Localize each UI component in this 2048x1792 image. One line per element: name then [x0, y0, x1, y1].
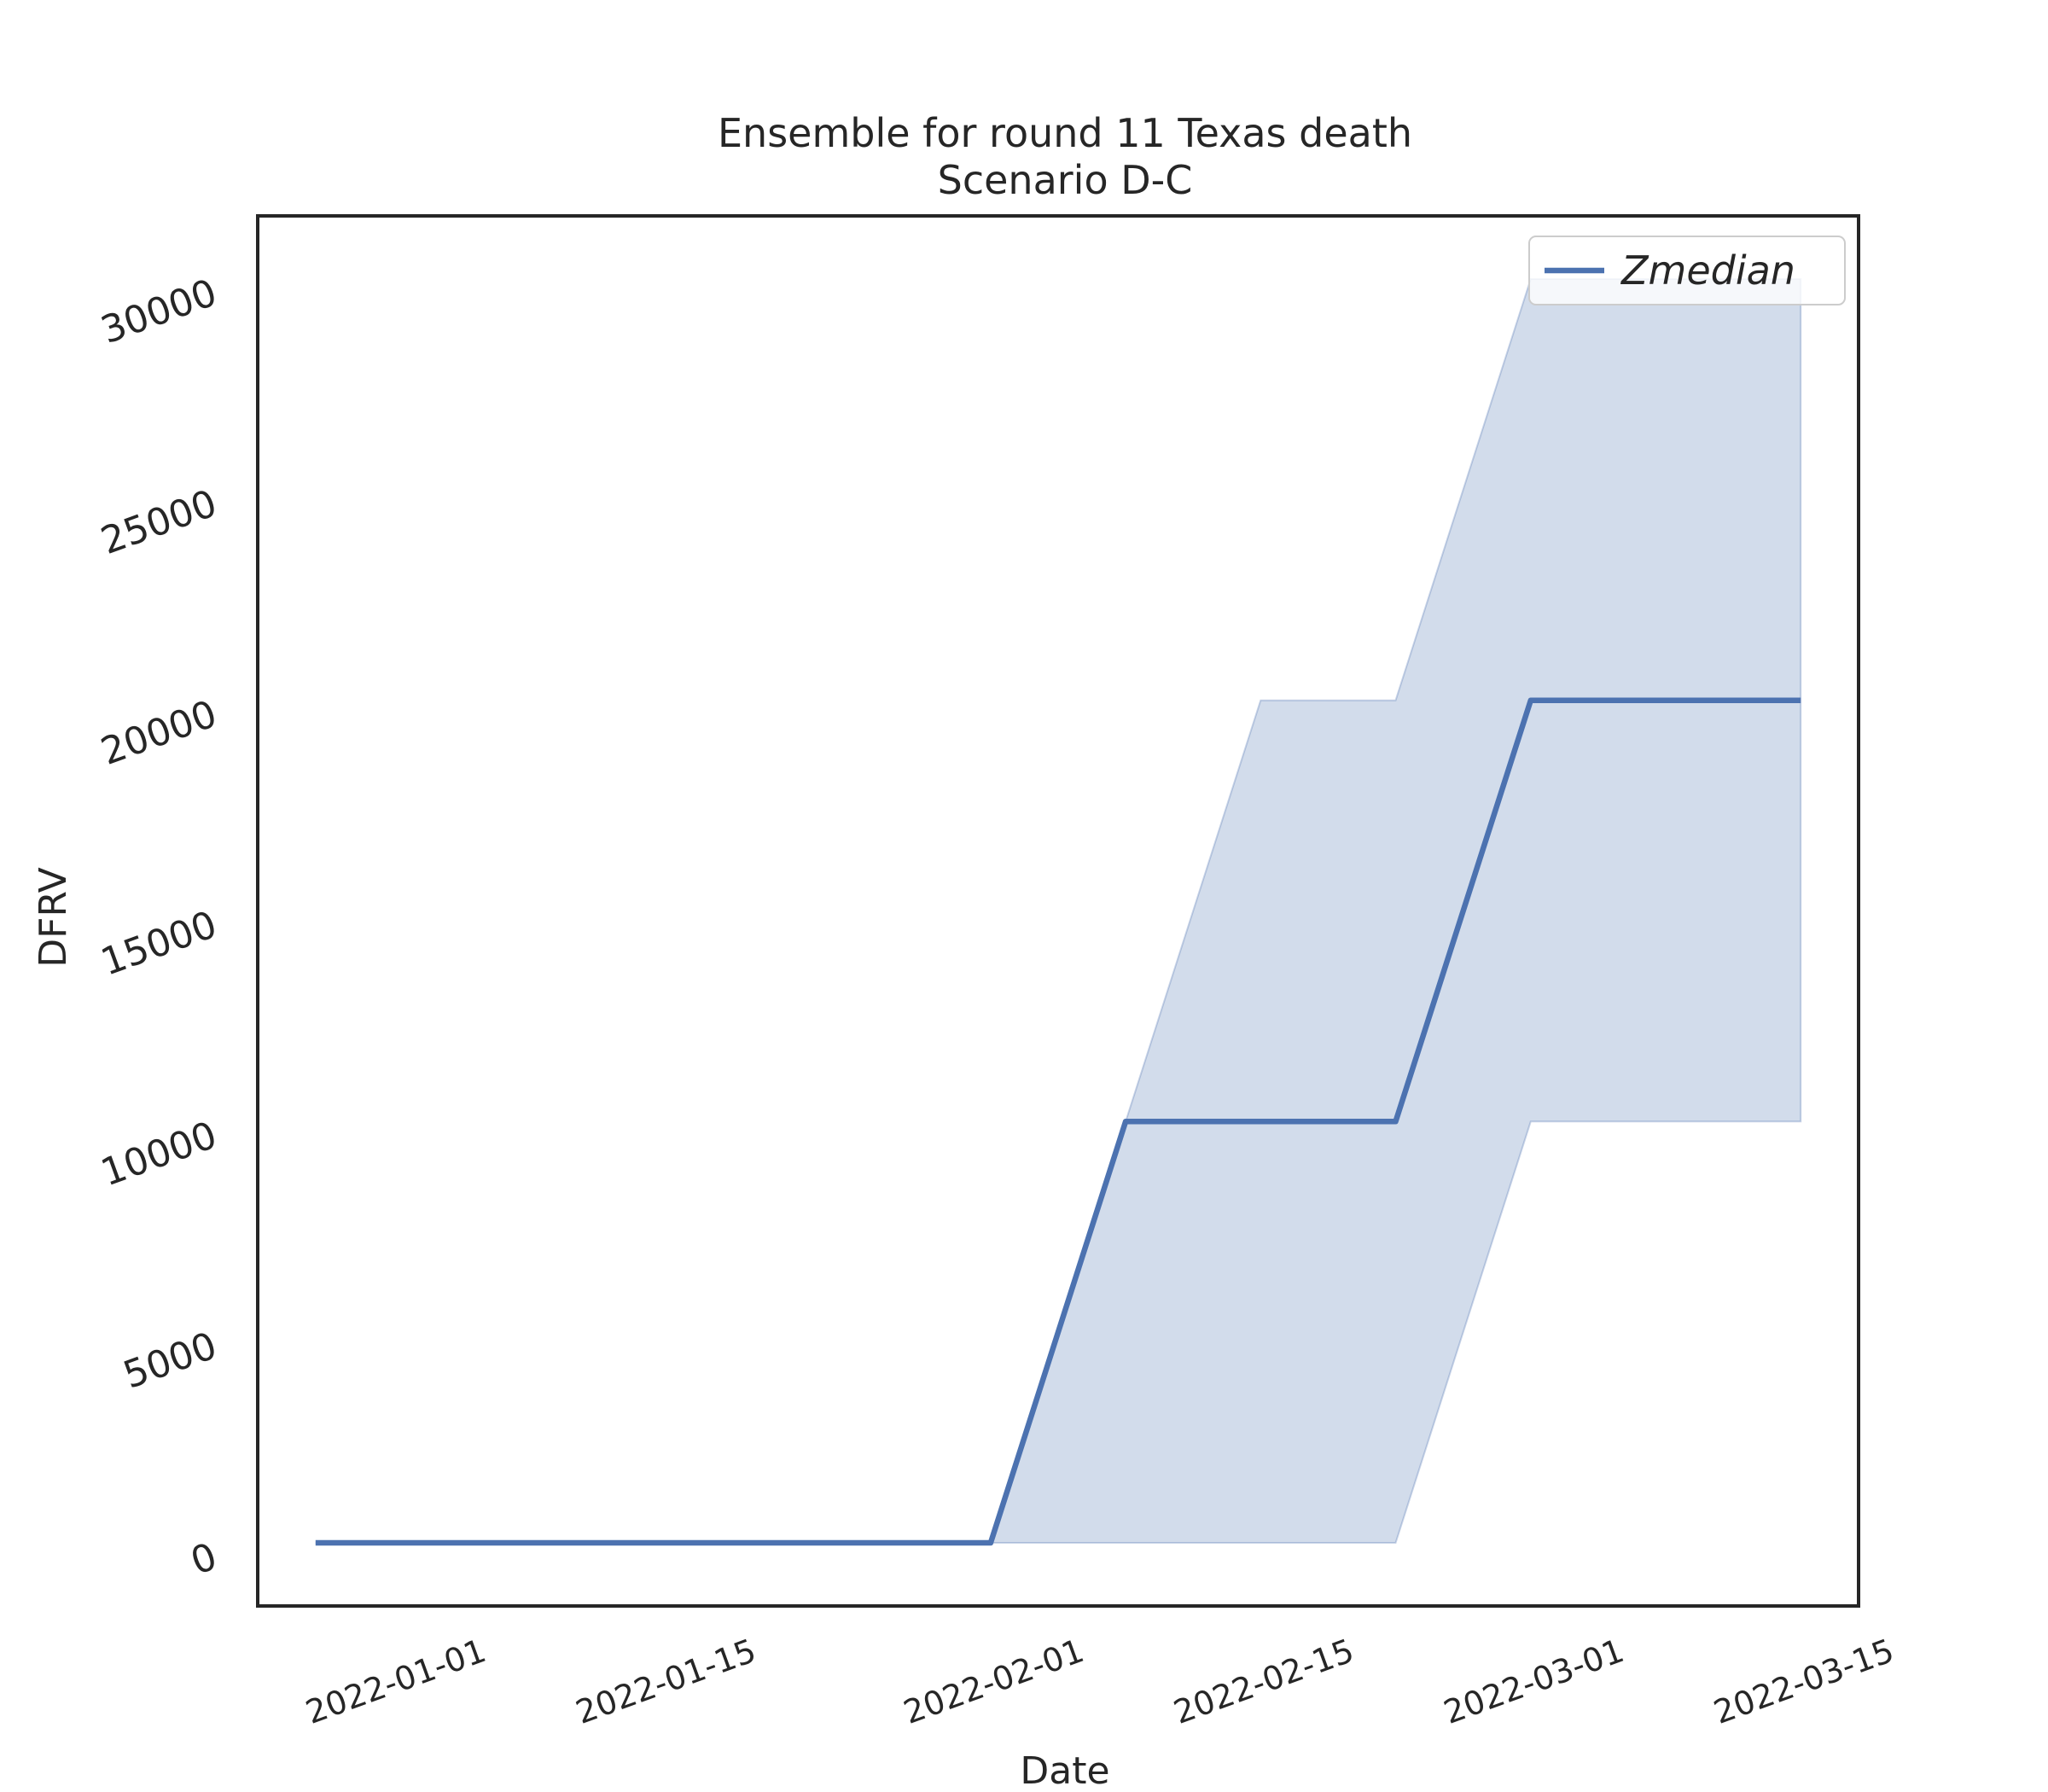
x-tick-label: 2022-02-01	[899, 1632, 1089, 1731]
plot-frame	[256, 214, 1860, 1608]
x-tick-label: 2022-01-15	[571, 1632, 761, 1731]
y-tick-label: 30000	[96, 271, 223, 352]
legend-entry-label: Zmedian	[1620, 247, 1795, 294]
y-tick-label: 20000	[96, 692, 223, 774]
chart-subtitle: Scenario D-C	[938, 157, 1193, 203]
x-tick-label: 2022-03-01	[1439, 1632, 1629, 1731]
y-tick-label: 0	[185, 1534, 223, 1584]
legend-box	[1528, 236, 1846, 305]
x-tick-label: 2022-01-01	[301, 1632, 492, 1731]
x-axis: 2022-01-01 2022-01-15 2022-02-01 2022-02-15…	[301, 1632, 1900, 1731]
y-tick-label: 15000	[96, 903, 223, 985]
x-axis-label: Date	[1020, 1749, 1109, 1792]
y-axis: 0 5000 10000 15000 20000 25000 30000	[96, 271, 223, 1584]
y-tick-label: 10000	[96, 1114, 223, 1196]
series-line-0	[315, 697, 1801, 1546]
series-band-0	[315, 278, 1802, 1544]
x-tick-label: 2022-03-15	[1709, 1632, 1900, 1731]
chart-title: Ensemble for round 11 Texas death	[718, 110, 1412, 156]
y-tick-label: 5000	[118, 1324, 223, 1398]
x-tick-label: 2022-02-15	[1169, 1632, 1359, 1731]
legend: Zmedian	[1528, 236, 1846, 305]
y-tick-label: 25000	[96, 481, 223, 563]
plot-area	[315, 278, 1802, 1546]
y-axis-label: DFRV	[32, 867, 75, 967]
